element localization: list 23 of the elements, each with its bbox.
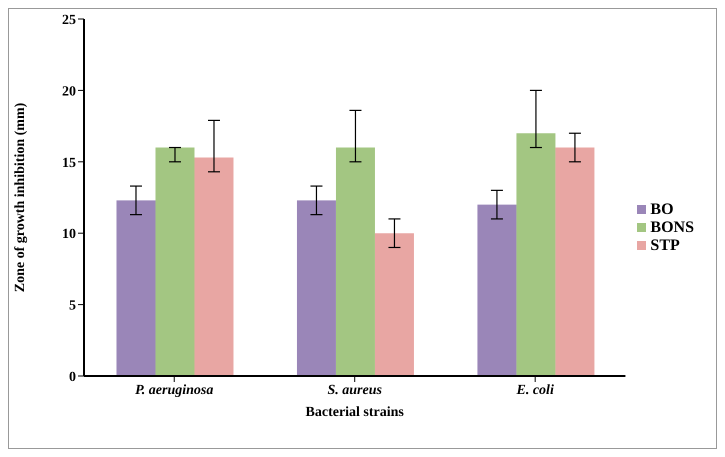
legend-label: STP bbox=[650, 236, 680, 254]
bar bbox=[336, 148, 375, 376]
bar bbox=[296, 200, 336, 376]
x-tick-label: E. coli bbox=[516, 382, 554, 398]
bar bbox=[194, 158, 234, 376]
bar bbox=[374, 233, 414, 376]
y-tick-label: 20 bbox=[62, 84, 76, 100]
y-tick-label: 5 bbox=[69, 298, 76, 314]
y-axis-title: Zone of growth inhibition (mm) bbox=[12, 102, 28, 292]
y-tick-label: 15 bbox=[62, 156, 76, 171]
bar bbox=[555, 148, 594, 376]
y-tick-label: 25 bbox=[62, 12, 76, 28]
bar bbox=[477, 204, 516, 376]
legend-label: BONS bbox=[650, 218, 694, 236]
bar bbox=[155, 148, 194, 376]
y-tick-label: 0 bbox=[69, 370, 76, 385]
x-axis-title: Bacterial strains bbox=[306, 405, 404, 420]
y-tick-label: 10 bbox=[62, 227, 76, 242]
x-tick-label: S. aureus bbox=[327, 382, 382, 398]
bar bbox=[116, 200, 156, 376]
legend-label: BO bbox=[650, 200, 674, 218]
bar bbox=[516, 133, 556, 376]
x-tick-label: P. aeruginosa bbox=[135, 382, 214, 398]
